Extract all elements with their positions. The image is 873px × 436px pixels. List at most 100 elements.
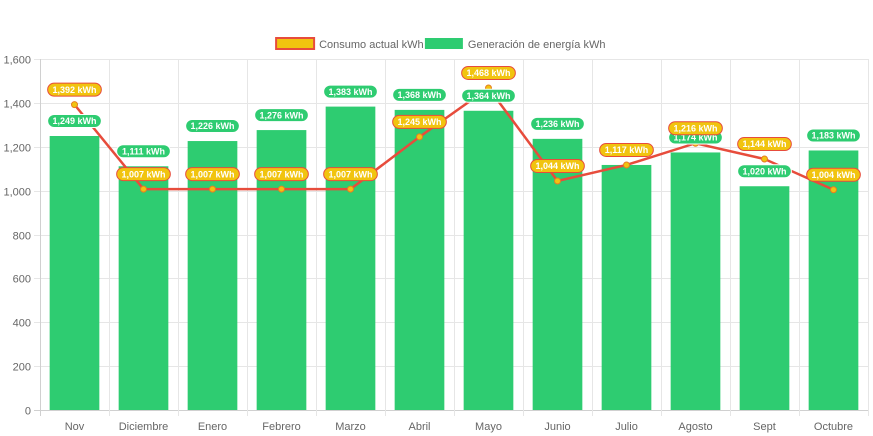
data-label-text: 1,392 kWh: [52, 85, 96, 95]
data-label-bg: [185, 167, 240, 182]
line-data-label: 1,392 kWh: [47, 82, 102, 97]
line-data-label: 1,117 kWh: [599, 142, 654, 157]
data-label-bg: [185, 119, 240, 134]
bar: [118, 166, 169, 410]
x-tick-label: Junio: [544, 421, 570, 433]
legend-label: Consumo actual kWh: [319, 39, 424, 51]
data-label-text: 1,276 kWh: [259, 110, 303, 120]
data-label-bg: [254, 108, 309, 123]
bar-data-label: 1,236 kWh: [530, 116, 585, 131]
legend-swatch: [424, 38, 463, 49]
line-data-label: 1,007 kWh: [185, 167, 240, 182]
data-label-bg: [461, 65, 516, 80]
legend-item-generacion[interactable]: Generación de energía kWh: [424, 38, 606, 51]
data-label-text: 1,111 kWh: [122, 146, 165, 156]
data-label-bg: [392, 114, 447, 129]
line-data-label: 1,144 kWh: [737, 137, 792, 152]
data-label-bg: [254, 167, 309, 182]
data-label-bg: [599, 142, 654, 157]
grid: [34, 59, 869, 416]
bar-series: [49, 106, 859, 411]
y-tick-label: 1,600: [3, 55, 31, 67]
x-tick-label: Sept: [753, 421, 776, 433]
bar: [808, 150, 859, 410]
line-point: [416, 133, 423, 141]
data-label-bg: [323, 167, 378, 182]
y-tick-label: 1,400: [3, 99, 31, 111]
data-label-bg: [461, 88, 516, 103]
data-label-bg: [806, 167, 861, 182]
data-label-bg: [47, 82, 102, 97]
x-axis: Nov Diciembre Enero Febrero Marzo Abril Mayo Ju…: [65, 421, 853, 433]
data-label-bg: [392, 87, 447, 102]
line-point: [623, 161, 630, 169]
bar: [325, 106, 376, 411]
bar: [670, 152, 721, 411]
legend-swatch: [275, 37, 316, 50]
line-data-label: 1,468 kWh: [461, 65, 516, 80]
x-tick-label: Enero: [198, 421, 227, 433]
line-point: [554, 177, 561, 185]
data-label-bg: [323, 84, 378, 99]
legend[interactable]: Consumo actual kWh Generación de energía …: [275, 37, 606, 51]
bar: [463, 110, 514, 411]
bar-data-label: 1,020 kWh: [737, 164, 792, 179]
y-tick-label: 1,200: [3, 143, 31, 155]
data-label-bg: [47, 114, 102, 129]
data-label-text: 1,007 kWh: [259, 169, 303, 179]
bar: [739, 186, 790, 410]
bar-data-label: 1,364 kWh: [461, 88, 516, 103]
line-data-label: 1,245 kWh: [392, 114, 447, 129]
data-label-text: 1,007 kWh: [190, 169, 234, 179]
data-label-bg: [668, 121, 723, 136]
y-tick-label: 600: [13, 274, 31, 286]
line-point: [209, 185, 216, 193]
line-data-label: 1,007 kWh: [254, 167, 309, 182]
y-tick-label: 800: [13, 231, 31, 243]
bar-data-label: 1,111 kWh: [116, 144, 171, 159]
data-label-text: 1,226 kWh: [190, 121, 234, 131]
data-label-text: 1,236 kWh: [535, 119, 579, 129]
line-point: [278, 185, 285, 193]
data-label-text: 1,249 kWh: [52, 116, 96, 126]
y-tick-label: 200: [13, 362, 31, 374]
data-label-text: 1,174 kWh: [673, 133, 717, 143]
y-axis: 0 200 400 600 800 1,000 1,200 1,400 1,600: [3, 55, 31, 418]
line-point: [71, 101, 78, 109]
line-data-label: 1,007 kWh: [323, 167, 378, 182]
data-label-text: 1,245 kWh: [397, 117, 441, 127]
data-label-text: 1,044 kWh: [535, 161, 579, 171]
x-tick-label: Abril: [408, 421, 430, 433]
bar: [394, 109, 445, 411]
data-label-text: 1,383 kWh: [328, 87, 372, 97]
line-data-label: 1,044 kWh: [530, 158, 585, 173]
bar: [187, 141, 238, 410]
data-label-bg: [530, 158, 585, 173]
data-label-text: 1,183 kWh: [811, 131, 855, 141]
data-label-text: 1,007 kWh: [328, 169, 372, 179]
bar-data-label: 1,249 kWh: [47, 114, 102, 129]
line-point: [830, 186, 837, 194]
data-label-text: 1,004 kWh: [811, 170, 855, 180]
x-tick-label: Mayo: [475, 421, 502, 433]
data-label-text: 1,144 kWh: [742, 139, 786, 149]
data-label-bg: [737, 137, 792, 152]
data-label-bg: [737, 164, 792, 179]
x-tick-label: Febrero: [262, 421, 301, 433]
x-tick-label: Marzo: [335, 421, 366, 433]
data-label-text: 1,007 kWh: [121, 169, 165, 179]
x-tick-label: Julio: [615, 421, 638, 433]
line-point: [347, 185, 354, 193]
data-label-text: 1,020 kWh: [742, 166, 786, 176]
line-point: [761, 155, 768, 163]
bar-data-label: 1,383 kWh: [323, 84, 378, 99]
legend-item-consumo[interactable]: Consumo actual kWh: [275, 37, 424, 51]
bar-data-label: 1,368 kWh: [392, 87, 447, 102]
x-tick-label: Octubre: [814, 421, 853, 433]
data-label-text: 1,368 kWh: [397, 90, 441, 100]
line-path: [73, 86, 835, 191]
x-tick-label: Nov: [65, 421, 85, 433]
line-point: [140, 185, 147, 193]
data-label-text: 1,216 kWh: [673, 123, 717, 133]
